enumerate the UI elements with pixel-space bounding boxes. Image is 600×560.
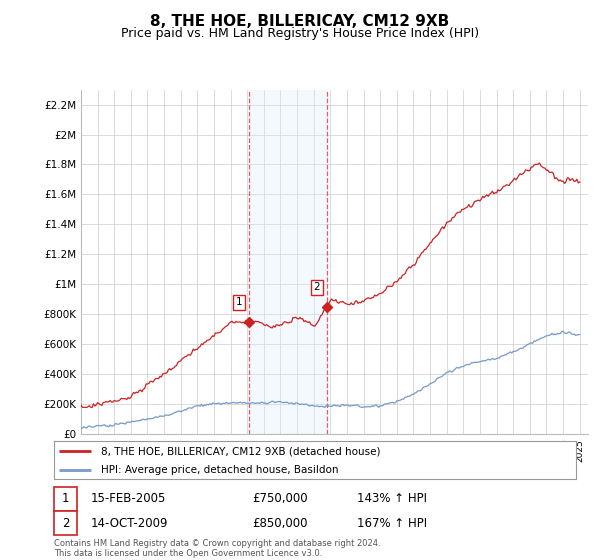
Text: 8, THE HOE, BILLERICAY, CM12 9XB: 8, THE HOE, BILLERICAY, CM12 9XB [151, 14, 449, 29]
Text: 167% ↑ HPI: 167% ↑ HPI [357, 516, 427, 530]
Text: 2: 2 [62, 516, 70, 530]
Text: £850,000: £850,000 [253, 516, 308, 530]
Text: Contains HM Land Registry data © Crown copyright and database right 2024.
This d: Contains HM Land Registry data © Crown c… [54, 539, 380, 558]
Bar [249, 90, 327, 434]
Text: 15-FEB-2005: 15-FEB-2005 [91, 492, 166, 506]
Text: Price paid vs. HM Land Registry's House Price Index (HPI): Price paid vs. HM Land Registry's House … [121, 27, 479, 40]
Text: 8, THE HOE, BILLERICAY, CM12 9XB (detached house): 8, THE HOE, BILLERICAY, CM12 9XB (detach… [101, 446, 380, 456]
Bar [54, 487, 77, 511]
Text: 1: 1 [62, 492, 70, 506]
Text: HPI: Average price, detached house, Basildon: HPI: Average price, detached house, Basi… [101, 465, 338, 475]
Text: £750,000: £750,000 [253, 492, 308, 506]
Text: 2: 2 [314, 282, 320, 292]
Text: 1: 1 [236, 297, 242, 307]
Text: 14-OCT-2009: 14-OCT-2009 [91, 516, 168, 530]
Bar [54, 511, 77, 535]
Text: 143% ↑ HPI: 143% ↑ HPI [357, 492, 427, 506]
